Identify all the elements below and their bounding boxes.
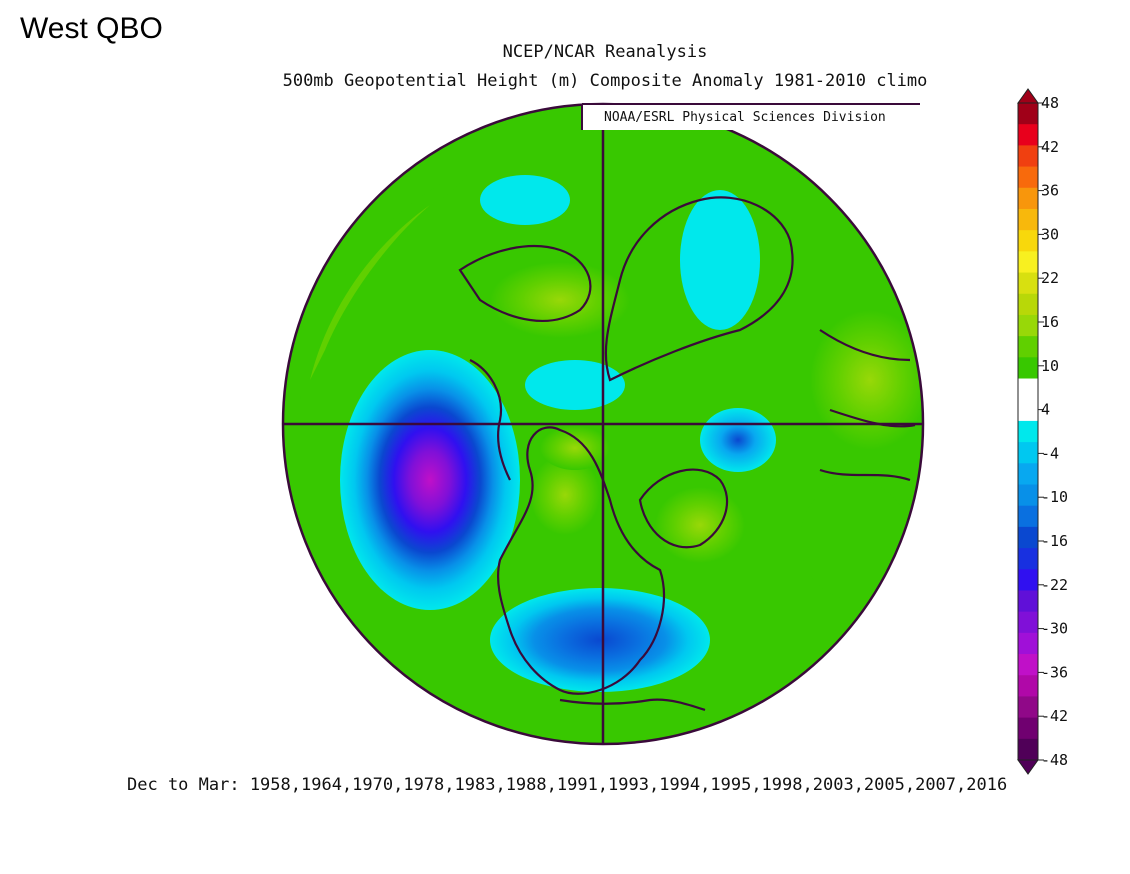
colorbar-label: -48 <box>1041 751 1068 769</box>
north-america-coast <box>496 426 666 695</box>
colorbar-swatch <box>1018 293 1038 316</box>
arctic-low-north <box>480 175 570 225</box>
caribbean-coast <box>559 698 706 712</box>
colorbar-label: 42 <box>1041 138 1059 156</box>
title-line-1: NCEP/NCAR Reanalysis <box>502 42 708 62</box>
years-footer: Dec to Mar: 1958,1964,1970,1978,1983,198… <box>127 775 1008 795</box>
colorbar-label: -30 <box>1041 620 1068 638</box>
colorbar-swatch <box>1018 357 1038 380</box>
alaska-coast <box>469 359 511 481</box>
colorbar-label: 30 <box>1041 225 1059 243</box>
colorbar-outline <box>1017 102 1039 761</box>
greenland-coast <box>638 468 729 549</box>
colorbar-swatch <box>1018 611 1038 634</box>
colorbar-swatch <box>1018 230 1038 252</box>
colorbar-swatch <box>1018 208 1038 231</box>
colorbar-swatch <box>1018 569 1038 591</box>
credit-box <box>582 104 920 130</box>
colorbar-swatch <box>1018 166 1038 189</box>
colorbar-swatch <box>1018 526 1038 549</box>
colorbar-label: -42 <box>1041 707 1068 725</box>
colorbar-label: 22 <box>1041 269 1059 287</box>
colorbar-label: 48 <box>1041 94 1059 112</box>
colorbar-swatch <box>1018 463 1038 485</box>
north-pacific-low <box>340 350 520 610</box>
colorbar-swatch <box>1018 442 1038 464</box>
colorbar-swatch <box>1018 272 1038 295</box>
colorbar-swatch <box>1018 124 1038 146</box>
colorbar-swatch <box>1018 187 1038 210</box>
colorbar-swatch <box>1018 251 1038 274</box>
colorbar-swatch <box>1018 632 1038 655</box>
colorbar-swatches <box>1017 88 1039 775</box>
colorbar-swatch <box>1018 738 1038 761</box>
credit-label: NOAA/ESRL Physical Sciences Division <box>604 110 886 125</box>
colorbar-label: 10 <box>1041 357 1059 375</box>
colorbar-label: -22 <box>1041 576 1068 594</box>
colorbar-swatch <box>1018 103 1038 125</box>
colorbar-labels: 48 42 36 30 22 16 10 4 -4 -10 -16 -22 -30 -36 -42 -48 <box>1038 94 1068 769</box>
colorbar-swatch <box>1018 420 1038 443</box>
colorbar-swatch <box>1018 675 1038 697</box>
arctic-low-central <box>525 360 625 410</box>
colorbar-swatch <box>1018 336 1038 358</box>
colorbar-swatch <box>1018 399 1038 422</box>
colorbar-label: 4 <box>1041 401 1050 419</box>
title-line-2: 500mb Geopotential Height (m) Composite … <box>282 71 928 91</box>
colorbar-swatch <box>1018 696 1038 719</box>
colorbar-label: 16 <box>1041 313 1059 331</box>
colorbar-swatch <box>1018 145 1038 168</box>
colorbar-label: -36 <box>1041 663 1068 681</box>
europe-high <box>810 310 923 450</box>
colorbar-swatch <box>1018 717 1038 740</box>
atlantic-high <box>800 480 910 600</box>
colorbar-label: -16 <box>1041 532 1068 550</box>
coastlines <box>458 196 916 712</box>
hudson-bay-high <box>530 455 600 535</box>
colorbar-label: 36 <box>1041 182 1059 200</box>
greenland-high <box>655 487 745 563</box>
siberia-coast <box>458 244 592 322</box>
colorbar-swatch <box>1018 548 1038 570</box>
panel-label: West QBO <box>20 12 163 45</box>
colorbar-swatch <box>1018 314 1038 337</box>
colorbar-swatch <box>1018 378 1038 401</box>
eurasia-coast <box>604 196 794 382</box>
colorbar-swatch <box>1018 484 1038 507</box>
colorbar-top-arrow <box>1017 88 1039 104</box>
arctic-low-east <box>680 190 760 330</box>
colorbar-bottom-arrow <box>1017 759 1039 775</box>
colorbar-label: -4 <box>1041 444 1059 462</box>
colorbar-swatch <box>1018 654 1038 676</box>
colorbar-label: -10 <box>1041 488 1068 506</box>
colorbar-swatch <box>1018 505 1038 528</box>
eastern-us-trough <box>490 588 710 692</box>
colorbar-swatch <box>1018 590 1038 613</box>
